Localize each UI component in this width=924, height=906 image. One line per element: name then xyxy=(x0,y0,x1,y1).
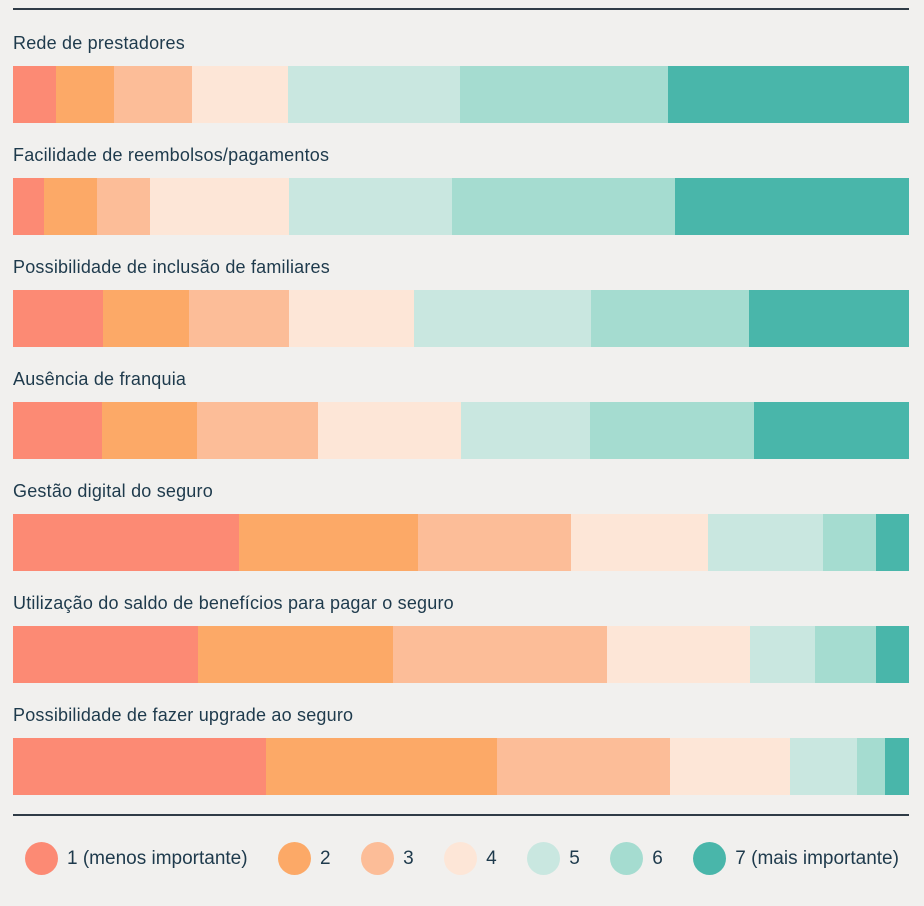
legend-dot-icon xyxy=(278,842,312,875)
bar-segment xyxy=(590,290,749,347)
legend-dot-icon xyxy=(693,842,727,875)
bar-segment xyxy=(13,402,102,459)
top-divider xyxy=(13,8,909,10)
bar-segment xyxy=(570,514,709,571)
bar-segment xyxy=(196,402,318,459)
bar-segment xyxy=(814,626,876,683)
stacked-bar xyxy=(13,402,909,459)
bar-segment xyxy=(189,290,290,347)
stacked-bar xyxy=(13,514,909,571)
bar-segment xyxy=(460,66,668,123)
bar-segment xyxy=(114,66,193,123)
chart-row: Gestão digital do seguro xyxy=(13,478,909,571)
chart-legend: 1 (menos importante) 2 3 4 5 6 7 (mais importa… xyxy=(25,842,899,875)
stacked-bar xyxy=(13,290,909,347)
row-label: Possibilidade de inclusão de familiares xyxy=(13,257,330,277)
bar-segment xyxy=(13,178,44,235)
stacked-bar xyxy=(13,66,910,123)
bottom-divider xyxy=(13,814,909,816)
legend-item: 5 xyxy=(527,842,580,875)
bar-segment xyxy=(239,514,419,571)
stacked-bar xyxy=(13,178,910,235)
legend-label: 2 xyxy=(320,847,331,869)
legend-item: 1 (menos importante) xyxy=(25,842,248,875)
bar-segment xyxy=(13,738,266,795)
bar-segment xyxy=(748,290,909,347)
legend-label: 7 (mais importante) xyxy=(735,847,899,869)
row-label: Utilização do saldo de benefícios para p… xyxy=(13,593,454,613)
chart-row: Ausência de franquia xyxy=(13,366,909,459)
bar-segment xyxy=(13,66,57,123)
bar-segment xyxy=(317,402,462,459)
legend-dot-icon xyxy=(361,842,395,875)
stacked-bar xyxy=(13,626,909,683)
bar-segment xyxy=(103,290,190,347)
legend-item: 2 xyxy=(278,842,331,875)
bar-segment xyxy=(288,66,461,123)
legend-label: 4 xyxy=(486,847,497,869)
legend-label: 6 xyxy=(652,847,663,869)
legend-item: 7 (mais importante) xyxy=(693,842,899,875)
bar-segment xyxy=(875,626,909,683)
bar-segment xyxy=(197,626,393,683)
chart-row: Utilização do saldo de benefícios para p… xyxy=(13,590,909,683)
bar-segment xyxy=(708,514,823,571)
bar-segment xyxy=(461,402,590,459)
bar-segment xyxy=(884,738,909,795)
chart-row: Rede de prestadores xyxy=(13,30,910,123)
legend-item: 4 xyxy=(444,842,497,875)
legend-label: 1 (menos importante) xyxy=(67,847,248,869)
bar-segment xyxy=(667,66,910,123)
legend-item: 6 xyxy=(610,842,663,875)
bar-segment xyxy=(392,626,608,683)
bar-segment xyxy=(607,626,750,683)
bar-segment xyxy=(101,402,197,459)
legend-dot-icon xyxy=(444,842,478,875)
chart-row: Possibilidade de fazer upgrade ao seguro xyxy=(13,702,909,795)
bar-segment xyxy=(13,514,240,571)
bar-segment xyxy=(192,66,289,123)
bar-segment xyxy=(674,178,910,235)
legend-dot-icon xyxy=(527,842,561,875)
bar-segment xyxy=(753,402,909,459)
bar-segment xyxy=(43,178,98,235)
bar-segment xyxy=(589,402,754,459)
row-label: Gestão digital do seguro xyxy=(13,481,213,501)
bar-segment xyxy=(150,178,290,235)
bar-segment xyxy=(822,514,876,571)
bar-segment xyxy=(265,738,497,795)
bar-segment xyxy=(97,178,151,235)
row-label: Rede de prestadores xyxy=(13,33,185,53)
bar-segment xyxy=(418,514,571,571)
legend-item: 3 xyxy=(361,842,414,875)
bar-segment xyxy=(452,178,675,235)
row-label: Possibilidade de fazer upgrade ao seguro xyxy=(13,705,354,725)
legend-dot-icon xyxy=(610,842,644,875)
bar-segment xyxy=(875,514,909,571)
legend-label: 5 xyxy=(569,847,580,869)
bar-segment xyxy=(13,290,104,347)
bar-segment xyxy=(789,738,858,795)
bar-segment xyxy=(289,290,414,347)
bar-segment xyxy=(857,738,885,795)
bar-segment xyxy=(56,66,115,123)
chart-row: Facilidade de reembolsos/pagamentos xyxy=(13,142,910,235)
legend-label: 3 xyxy=(403,847,414,869)
bar-segment xyxy=(496,738,670,795)
bar-rows: Rede de prestadores Facilidade de reembol… xyxy=(13,30,910,795)
stacked-bar xyxy=(13,738,909,795)
row-label: Ausência de franquia xyxy=(13,369,187,389)
chart-row: Possibilidade de inclusão de familiares xyxy=(13,254,909,347)
row-label: Facilidade de reembolsos/pagamentos xyxy=(13,145,330,165)
bar-segment xyxy=(669,738,790,795)
bar-segment xyxy=(289,178,453,235)
bar-segment xyxy=(13,626,198,683)
legend-dot-icon xyxy=(25,842,58,875)
bar-segment xyxy=(749,626,815,683)
bar-segment xyxy=(413,290,591,347)
